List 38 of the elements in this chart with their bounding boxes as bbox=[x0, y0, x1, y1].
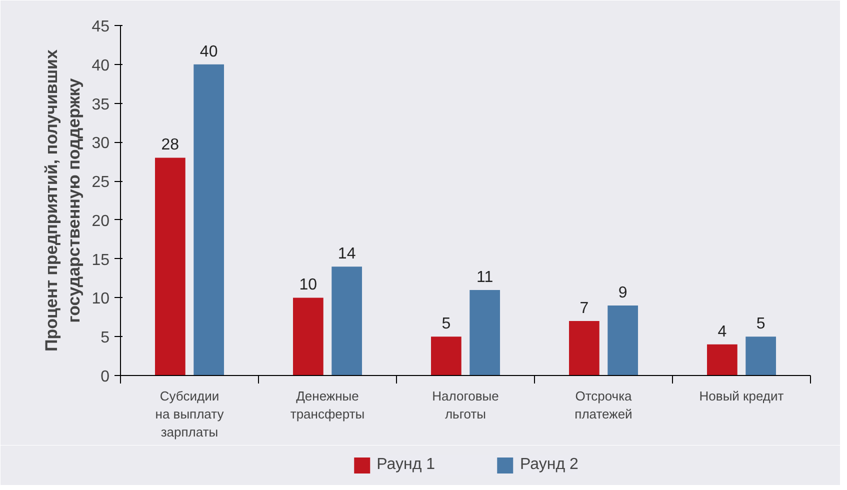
y-tick-label: 35 bbox=[92, 96, 110, 114]
bar bbox=[155, 158, 186, 376]
bar bbox=[332, 266, 362, 376]
x-tick-label: Денежные трансферты bbox=[290, 388, 365, 422]
data-label: 7 bbox=[580, 300, 589, 318]
bar bbox=[470, 290, 500, 376]
bar bbox=[569, 321, 600, 376]
x-tick-label: Отсрочка платежей bbox=[574, 388, 633, 422]
x-tick-label: Субсидии на выплату зарплаты bbox=[155, 388, 224, 440]
data-label: 10 bbox=[299, 276, 318, 294]
y-tick-label: 15 bbox=[92, 252, 110, 269]
y-axis-title: Процент предприятий, получивших государственную поддержку bbox=[42, 49, 84, 352]
data-label: 9 bbox=[618, 284, 628, 302]
y-tick-label: 45 bbox=[92, 18, 110, 36]
y-tick-label: 10 bbox=[92, 290, 110, 308]
x-tick-label: Новый кредит bbox=[699, 388, 784, 404]
data-label: 5 bbox=[756, 316, 766, 333]
y-tick-label: 25 bbox=[92, 174, 110, 192]
data-label: 40 bbox=[200, 43, 218, 60]
y-tick-label: 5 bbox=[100, 330, 110, 347]
data-label: 28 bbox=[161, 136, 180, 154]
bar bbox=[293, 298, 324, 376]
bar bbox=[746, 336, 776, 376]
bar bbox=[431, 336, 462, 376]
y-tick-label: 30 bbox=[92, 135, 110, 152]
legend-label: Раунд 1 bbox=[376, 456, 435, 474]
y-tick-label: 40 bbox=[92, 57, 110, 74]
data-label: 14 bbox=[338, 246, 356, 263]
bar bbox=[707, 344, 738, 376]
bar bbox=[608, 306, 638, 376]
x-tick-label: Налоговые льготы bbox=[432, 388, 499, 422]
data-label: 4 bbox=[718, 323, 727, 340]
data-label: 11 bbox=[476, 268, 494, 286]
legend-label: Раунд 2 bbox=[520, 456, 578, 474]
data-label: 5 bbox=[442, 316, 451, 333]
y-tick-label: 20 bbox=[92, 212, 110, 230]
y-tick-label: 0 bbox=[100, 368, 110, 386]
bar bbox=[194, 64, 224, 376]
